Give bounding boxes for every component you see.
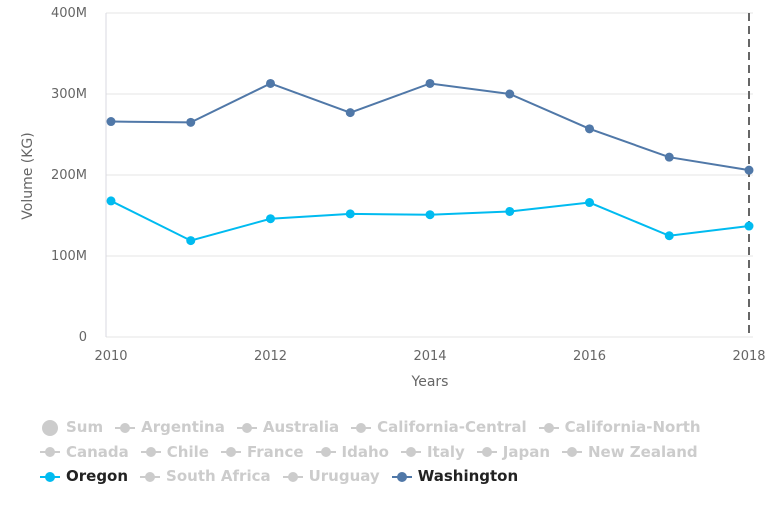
legend-symbol-icon	[315, 446, 336, 458]
legend-label: Idaho	[341, 442, 389, 461]
legend-item-canada[interactable]: Canada	[40, 441, 129, 464]
legend-label: New Zealand	[588, 442, 698, 461]
legend-item-japan[interactable]: Japan	[476, 441, 550, 464]
data-point[interactable]	[664, 152, 674, 162]
data-point[interactable]	[585, 124, 594, 134]
data-point[interactable]	[744, 221, 754, 231]
legend-symbol-icon	[282, 471, 303, 483]
legend-item-california-central[interactable]: California-Central	[351, 416, 527, 439]
legend-label: Washington	[417, 467, 519, 485]
legend-item-chile[interactable]: Chile	[140, 441, 209, 464]
chart-legend: Sum Argentina Australia California-Central C…	[40, 416, 760, 490]
series-line	[110, 200, 750, 242]
legend-symbol-icon	[391, 471, 412, 483]
legend-symbol-icon	[476, 446, 497, 458]
legend-item-south-africa[interactable]: South Africa	[140, 465, 271, 488]
legend-label: South Africa	[166, 467, 271, 485]
series-line	[110, 82, 750, 172]
y-axis-title: Volume (KG)	[20, 132, 36, 219]
data-point[interactable]	[664, 231, 674, 241]
series-oregon	[106, 196, 754, 246]
line-chart: 0 100M 200M 300M 400M 2010 2012 2014 2016 2018 V…	[20, 6, 766, 390]
legend-symbol-icon	[40, 446, 60, 458]
data-point[interactable]	[106, 196, 116, 206]
legend-label: Uruguay	[308, 467, 380, 485]
legend-symbol-icon	[40, 419, 60, 436]
y-tick-label: 100M	[51, 249, 87, 264]
legend-label: Argentina	[141, 418, 225, 436]
legend-label: Italy	[426, 442, 465, 461]
data-point[interactable]	[106, 117, 116, 127]
legend-item-california-north[interactable]: California-North	[538, 416, 701, 439]
x-axis-title: Years	[411, 374, 449, 390]
legend-label: Oregon	[66, 467, 129, 485]
legend-symbol-icon	[562, 446, 582, 458]
legend-item-argentina[interactable]: Argentina	[115, 416, 225, 439]
legend-item-washington[interactable]: Washington	[391, 465, 519, 488]
x-tick-label: 2010	[94, 349, 127, 364]
x-tick-label: 2014	[413, 349, 446, 364]
y-axis-ticks: 0 100M 200M 300M 400M	[51, 6, 87, 345]
data-point[interactable]	[505, 206, 515, 216]
data-point[interactable]	[186, 117, 196, 127]
legend-label: California-Central	[377, 418, 527, 436]
series-washington	[106, 78, 754, 175]
y-tick-label: 300M	[51, 87, 87, 102]
legend-symbol-icon	[220, 446, 241, 458]
legend-label: Chile	[166, 442, 209, 461]
grid-lines	[105, 12, 753, 338]
legend-label: France	[246, 442, 304, 461]
legend-item-france[interactable]: France	[220, 441, 304, 464]
data-point[interactable]	[266, 78, 275, 88]
data-point[interactable]	[186, 236, 196, 246]
y-tick-label: 0	[79, 330, 87, 345]
data-point[interactable]	[345, 108, 355, 118]
data-point[interactable]	[585, 198, 594, 208]
legend-symbol-icon	[538, 422, 559, 434]
legend-symbol-icon	[351, 422, 372, 434]
x-tick-label: 2018	[732, 349, 765, 364]
legend-item-uruguay[interactable]: Uruguay	[282, 465, 380, 488]
y-tick-label: 200M	[51, 168, 87, 183]
legend-symbol-icon	[140, 446, 161, 458]
legend-label: Sum	[66, 418, 104, 436]
legend-symbol-icon	[236, 422, 257, 434]
x-tick-label: 2012	[254, 349, 287, 364]
data-point[interactable]	[425, 210, 435, 220]
legend-symbol-icon	[400, 446, 421, 458]
data-point[interactable]	[266, 214, 275, 224]
legend-symbol-icon	[115, 422, 136, 434]
x-axis-ticks: 2010 2012 2014 2016 2018	[94, 349, 765, 364]
legend-item-oregon[interactable]: Oregon	[40, 465, 128, 488]
legend-label: Australia	[262, 418, 340, 436]
legend-label: Japan	[502, 442, 550, 461]
legend-item-sum[interactable]: Sum	[40, 416, 103, 439]
data-point[interactable]	[425, 78, 435, 88]
legend-symbol-icon	[40, 471, 60, 483]
legend-label: Canada	[66, 442, 129, 461]
series-layer	[106, 78, 754, 246]
y-tick-label: 400M	[51, 6, 87, 21]
x-tick-label: 2016	[573, 349, 606, 364]
data-point[interactable]	[505, 89, 515, 99]
data-point[interactable]	[744, 165, 754, 175]
legend-item-italy[interactable]: Italy	[400, 441, 465, 464]
data-point[interactable]	[345, 209, 355, 219]
legend-item-idaho[interactable]: Idaho	[315, 441, 389, 464]
legend-label: California-North	[564, 418, 701, 436]
legend-item-new-zealand[interactable]: New Zealand	[562, 441, 698, 464]
legend-item-australia[interactable]: Australia	[236, 416, 340, 439]
legend-symbol-icon	[140, 471, 161, 483]
